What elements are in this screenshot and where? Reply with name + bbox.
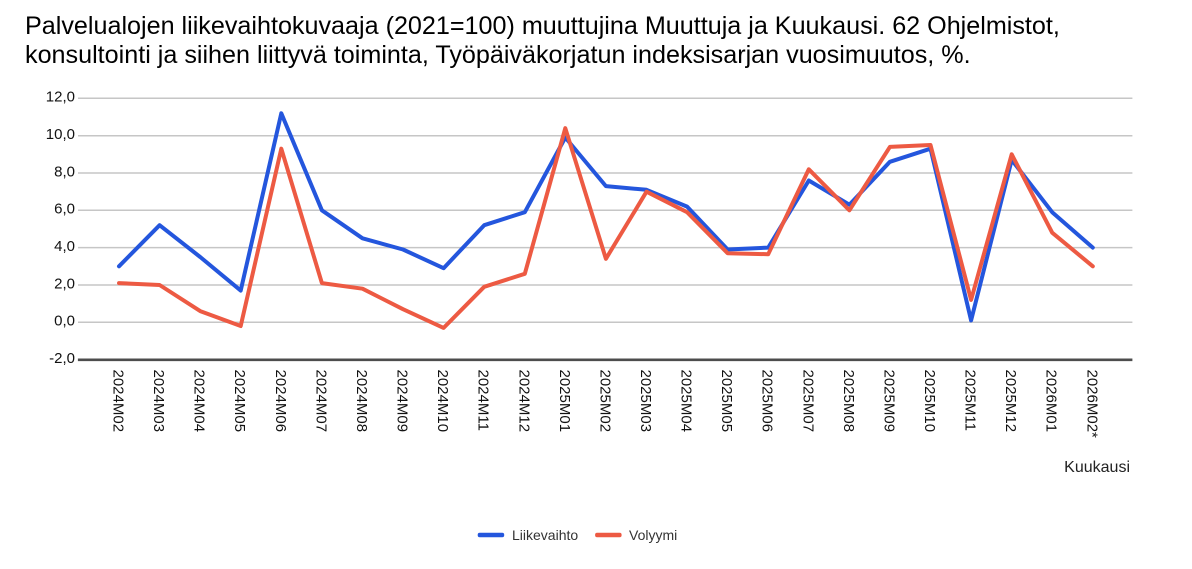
svg-text:2025M06: 2025M06 [759,370,776,433]
svg-text:2025M11: 2025M11 [962,370,979,431]
svg-text:2025M05: 2025M05 [718,370,735,433]
svg-text:2024M09: 2024M09 [394,370,411,433]
svg-text:2024M07: 2024M07 [312,370,329,433]
svg-text:6,0: 6,0 [54,201,75,218]
svg-text:2025M04: 2025M04 [678,370,695,433]
svg-text:2024M02: 2024M02 [110,370,127,433]
svg-text:2025M10: 2025M10 [921,370,938,433]
svg-text:2025M12: 2025M12 [1002,370,1019,433]
svg-text:2025M01: 2025M01 [556,370,573,433]
svg-text:2024M11: 2024M11 [475,370,492,431]
svg-text:2,0: 2,0 [54,275,75,292]
svg-text:2026M02*: 2026M02* [1083,370,1100,439]
svg-text:2024M06: 2024M06 [272,370,289,433]
svg-text:2025M07: 2025M07 [799,370,816,433]
svg-text:-2,0: -2,0 [49,350,75,367]
svg-text:2024M03: 2024M03 [150,370,167,433]
svg-text:Volyymi: Volyymi [629,527,677,543]
svg-text:8,0: 8,0 [54,163,75,180]
svg-text:2025M09: 2025M09 [880,370,897,433]
svg-text:2025M03: 2025M03 [637,370,654,433]
svg-text:2024M04: 2024M04 [191,370,208,433]
svg-text:2024M08: 2024M08 [353,370,370,433]
svg-text:12,0: 12,0 [46,89,75,106]
svg-text:4,0: 4,0 [54,238,75,255]
svg-text:Kuukausi: Kuukausi [1064,459,1130,476]
svg-text:2024M10: 2024M10 [434,370,451,433]
svg-text:10,0: 10,0 [46,126,75,143]
svg-text:0,0: 0,0 [54,313,75,330]
svg-text:2025M02: 2025M02 [596,370,613,433]
svg-text:2024M12: 2024M12 [515,370,532,433]
svg-text:2026M01: 2026M01 [1043,370,1060,433]
svg-text:2025M08: 2025M08 [840,370,857,433]
svg-text:2024M05: 2024M05 [231,370,248,433]
svg-text:Liikevaihto: Liikevaihto [512,527,578,543]
